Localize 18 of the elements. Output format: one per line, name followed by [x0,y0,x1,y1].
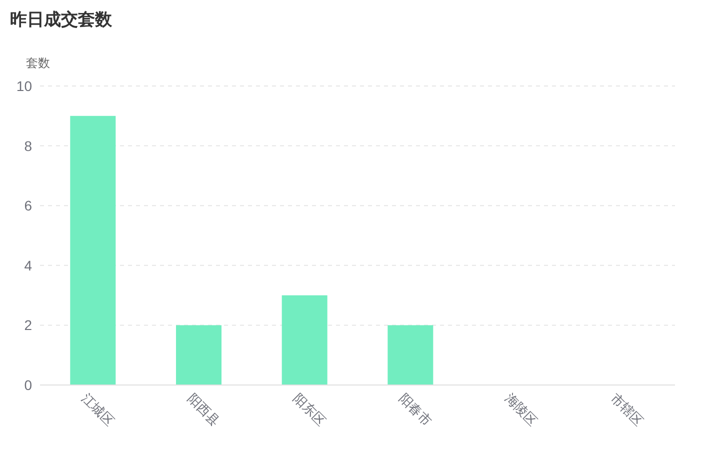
bar [70,116,116,385]
bar [282,295,328,385]
bar [176,325,222,385]
y-tick-label: 6 [24,198,32,214]
chart-title: 昨日成交套数 [10,10,113,29]
x-tick-label: 阳春市 [396,390,434,429]
x-tick-label: 阳西县 [184,390,223,429]
x-tick-label: 阳东区 [290,390,329,429]
bar [388,325,434,385]
x-tick-label: 市辖区 [608,390,646,429]
y-tick-label: 2 [24,317,32,334]
x-tick-label: 海陵区 [502,390,540,429]
y-tick-label: 4 [24,257,32,274]
y-tick-label: 10 [16,78,32,94]
y-tick-label: 0 [24,377,32,393]
y-axis-title: 套数 [26,56,50,70]
y-tick-label: 8 [24,138,32,154]
x-tick-label: 江城区 [78,390,117,429]
